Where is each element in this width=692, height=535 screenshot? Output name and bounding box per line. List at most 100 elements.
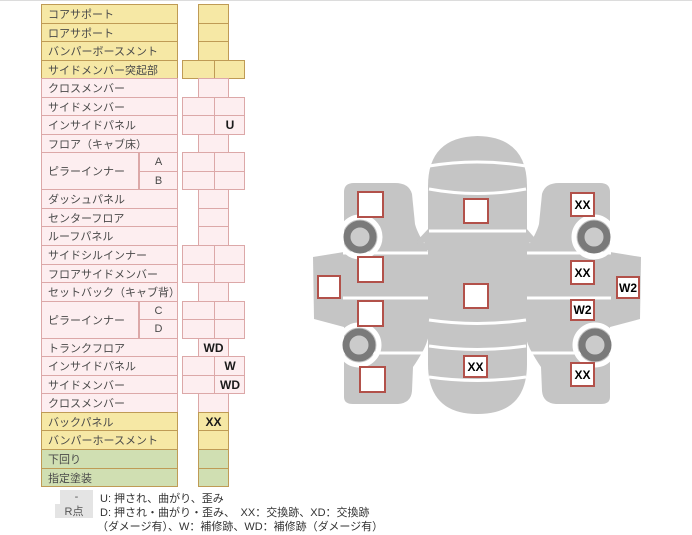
row-label: インサイドパネル: [41, 356, 178, 376]
damage-cell[interactable]: [198, 468, 229, 487]
cell-divider: [214, 61, 215, 78]
damage-cell[interactable]: [183, 246, 213, 264]
damage-cell[interactable]: [198, 78, 229, 98]
damage-cell[interactable]: WD: [198, 338, 229, 357]
damage-marker-side-right[interactable]: XX: [570, 260, 595, 285]
row-label: バックパネル: [41, 412, 178, 431]
damage-cell[interactable]: [183, 357, 213, 375]
damage-cell[interactable]: [198, 4, 229, 24]
damage-marker-side-right[interactable]: W2: [616, 276, 640, 299]
damage-cell[interactable]: [183, 98, 213, 115]
damage-cell-pair[interactable]: [182, 245, 245, 265]
damage-marker-top[interactable]: [463, 283, 489, 309]
row-label: ダッシュパネル: [41, 189, 178, 209]
row-label: バンパーホースメント: [41, 430, 178, 450]
damage-marker-side-left[interactable]: [357, 300, 384, 327]
damage-cell[interactable]: [215, 98, 245, 115]
cell-divider: [214, 153, 215, 171]
cell-divider: [214, 265, 215, 282]
damage-cell-pair[interactable]: [182, 60, 245, 79]
damage-cell-pair[interactable]: [182, 97, 245, 116]
damage-cell-pair[interactable]: [182, 319, 245, 339]
row-label: ピラーインナー: [41, 152, 139, 190]
legend-key-normal: -: [60, 490, 93, 504]
damage-cell[interactable]: [198, 226, 229, 246]
damage-cell[interactable]: [215, 61, 245, 78]
damage-cell[interactable]: [183, 320, 213, 338]
damage-marker-side-left[interactable]: [359, 366, 386, 393]
row-label: サイドメンバー突起部: [41, 60, 178, 79]
damage-cell[interactable]: [183, 302, 213, 319]
damage-cell[interactable]: [215, 302, 245, 319]
damage-marker-side-left[interactable]: [317, 275, 341, 299]
damage-cell[interactable]: [198, 449, 229, 469]
row-label: クロスメンバー: [41, 393, 178, 413]
cell-divider: [214, 376, 215, 393]
row-label: セットバック（キャブ背）: [41, 282, 180, 302]
damage-cell[interactable]: [198, 23, 229, 42]
damage-cell[interactable]: [198, 189, 229, 209]
row-label: サイドメンバー: [41, 375, 178, 394]
row-label: センターフロア: [41, 208, 178, 227]
damage-cell[interactable]: [183, 376, 213, 393]
row-sublabel: C: [139, 301, 178, 320]
wheel-icon: [342, 328, 376, 362]
damage-marker-top[interactable]: XX: [463, 355, 488, 378]
row-label: クロスメンバー: [41, 78, 178, 98]
damage-cell[interactable]: WD: [220, 377, 240, 392]
top-divider: [0, 0, 692, 1]
damage-cell[interactable]: [198, 393, 229, 413]
damage-cell[interactable]: [215, 153, 245, 171]
damage-cell[interactable]: [215, 265, 245, 282]
damage-cell-pair[interactable]: [182, 301, 245, 320]
wheel-icon: [343, 220, 377, 254]
damage-cell-pair[interactable]: WD: [182, 375, 245, 394]
wheel-icon: [336, 322, 382, 368]
damage-cell-pair[interactable]: [182, 171, 245, 190]
row-sublabel: D: [139, 319, 178, 339]
damage-cell[interactable]: [183, 153, 213, 171]
damage-cell[interactable]: [183, 265, 213, 282]
damage-cell[interactable]: [198, 134, 229, 153]
row-label: フロアサイドメンバー: [41, 264, 178, 283]
row-label: サイドメンバー: [41, 97, 178, 116]
damage-cell-pair[interactable]: W: [182, 356, 245, 376]
damage-cell[interactable]: [198, 41, 229, 61]
damage-cell[interactable]: [198, 282, 229, 302]
damage-cell-pair[interactable]: U: [182, 115, 245, 135]
damage-marker-side-right[interactable]: XX: [570, 362, 595, 387]
cell-divider: [214, 98, 215, 115]
damage-marker-side-left[interactable]: [357, 191, 384, 218]
damage-cell[interactable]: XX: [198, 412, 229, 431]
mirror-icon: [419, 234, 434, 251]
damage-cell[interactable]: [215, 172, 245, 189]
damage-cell[interactable]: [183, 61, 213, 78]
row-label: トランクフロア: [41, 338, 178, 357]
damage-cell[interactable]: [215, 246, 245, 264]
damage-cell[interactable]: [183, 172, 213, 189]
row-label: コアサポート: [41, 4, 178, 24]
row-label: サイドシルインナー: [41, 245, 178, 265]
damage-cell-pair[interactable]: [182, 264, 245, 283]
legend-line-3: （ダメージ有）、W：補修跡、WD：補修跡（ダメージ有）: [97, 521, 384, 533]
cell-divider: [214, 302, 215, 319]
damage-marker-side-right[interactable]: XX: [570, 192, 595, 217]
damage-cell[interactable]: [215, 320, 245, 338]
damage-cell[interactable]: [198, 430, 229, 450]
damage-cell[interactable]: W: [224, 359, 236, 373]
damage-cell[interactable]: [183, 116, 213, 134]
damage-marker-side-right[interactable]: W2: [570, 299, 595, 321]
row-label: バンパーボースメント: [41, 41, 178, 61]
damage-cell[interactable]: U: [225, 118, 235, 132]
damage-marker-top[interactable]: [463, 198, 489, 224]
cell-divider: [214, 116, 215, 134]
legend-line-2: D: 押され・曲がり・歪み、 XX：交換跡、XD：交換跡: [100, 507, 370, 519]
cell-divider: [214, 246, 215, 264]
damage-marker-side-left[interactable]: [357, 256, 384, 283]
damage-cell[interactable]: [198, 208, 229, 227]
damage-cell-pair[interactable]: [182, 152, 245, 172]
row-label: ルーフパネル: [41, 226, 178, 246]
mirror-icon: [414, 228, 429, 244]
row-label: ロアサポート: [41, 23, 178, 42]
